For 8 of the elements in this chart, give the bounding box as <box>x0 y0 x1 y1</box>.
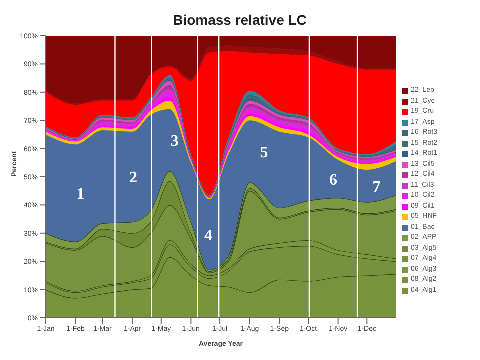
annotation: 1 <box>76 186 85 203</box>
annotation: 6 <box>330 172 338 189</box>
annotation: 3 <box>170 133 179 150</box>
chart-title: Biomass relative LC <box>172 11 308 30</box>
annotation: 7 <box>372 178 381 196</box>
annotation: 4 <box>204 227 212 244</box>
annotation: 5 <box>260 144 268 162</box>
annotation: 2 <box>130 170 138 187</box>
